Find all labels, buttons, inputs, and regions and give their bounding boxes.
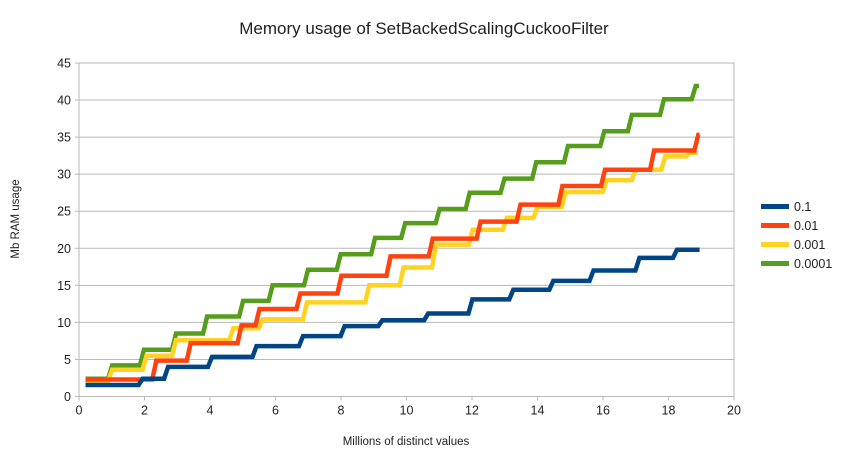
- x-tick-label: 8: [338, 404, 345, 418]
- series-line-0.01: [85, 132, 701, 382]
- y-tick-label: 45: [57, 57, 71, 71]
- x-tick-label: 6: [272, 404, 279, 418]
- x-tick-label: 20: [727, 404, 741, 418]
- y-tick-label: 20: [57, 242, 71, 256]
- x-tick-label: 14: [531, 404, 545, 418]
- x-tick-label: 12: [465, 404, 479, 418]
- chart-title: Memory usage of SetBackedScalingCuckooFi…: [239, 19, 609, 38]
- legend-swatch-0.001: [761, 242, 789, 247]
- legend-label: 0.001: [794, 237, 826, 252]
- legend-label: 0.01: [794, 218, 819, 233]
- series-line-0.001: [85, 150, 698, 384]
- x-tick-label: 10: [400, 404, 414, 418]
- legend-item-0.001: 0.001: [761, 235, 832, 254]
- x-tick-label: 4: [207, 404, 214, 418]
- y-tick-label: 0: [64, 390, 71, 404]
- legend-item-0.0001: 0.0001: [761, 254, 832, 273]
- y-tick-label: 40: [57, 94, 71, 108]
- legend-item-0.01: 0.01: [761, 216, 832, 235]
- y-tick-label: 25: [57, 205, 71, 219]
- legend-swatch-0.0001: [761, 261, 789, 266]
- y-tick-label: 5: [64, 353, 71, 367]
- x-tick-label: 16: [596, 404, 610, 418]
- legend-label: 0.1: [794, 199, 812, 214]
- legend-swatch-0.01: [761, 223, 789, 228]
- y-tick-label: 15: [57, 279, 71, 293]
- x-tick-label: 18: [662, 404, 676, 418]
- legend-item-0.1: 0.1: [761, 197, 832, 216]
- x-tick-label: 2: [141, 404, 148, 418]
- series-line-0.0001: [85, 83, 699, 381]
- legend-swatch-0.1: [761, 204, 789, 209]
- x-tick-label: 0: [76, 404, 83, 418]
- legend-label: 0.0001: [794, 256, 833, 271]
- x-axis-title: Millions of distinct values: [342, 436, 470, 448]
- legend: 0.1 0.01 0.001 0.0001: [761, 197, 832, 273]
- y-axis-title: Mb RAM usage: [10, 179, 22, 259]
- y-tick-label: 30: [57, 168, 71, 182]
- y-tick-label: 10: [57, 316, 71, 330]
- series-line-0.1: [85, 247, 700, 388]
- y-tick-label: 35: [57, 131, 71, 145]
